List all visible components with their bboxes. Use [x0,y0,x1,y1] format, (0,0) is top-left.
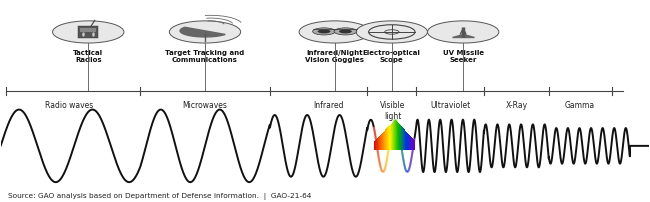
Circle shape [339,30,352,34]
Text: Target Tracking and
Communications: Target Tracking and Communications [165,50,244,63]
Circle shape [356,22,428,44]
Text: Source: GAO analysis based on Department of Defense information.  |  GAO-21-64: Source: GAO analysis based on Department… [8,192,312,199]
Circle shape [428,22,499,44]
Circle shape [53,22,124,44]
Text: Gamma: Gamma [565,101,595,110]
Text: UV Missile
Seeker: UV Missile Seeker [443,50,484,63]
Circle shape [299,22,370,44]
Text: Visible
light: Visible light [380,101,405,120]
Text: Ultraviolet: Ultraviolet [430,101,471,110]
Text: Radio waves: Radio waves [45,101,93,110]
Polygon shape [180,28,225,38]
Polygon shape [463,35,474,38]
Polygon shape [452,35,463,38]
Circle shape [334,29,357,36]
Circle shape [170,22,240,44]
Bar [79,27,98,39]
Circle shape [313,29,335,36]
Circle shape [318,30,330,34]
Bar [81,28,96,33]
Text: Electro-optical
Scope: Electro-optical Scope [363,50,421,63]
Text: X-Ray: X-Ray [506,101,528,110]
Text: Infrared: Infrared [313,101,343,110]
Text: Tactical
Radios: Tactical Radios [73,50,103,63]
Text: Microwaves: Microwaves [183,101,227,110]
Text: Infrared/Night
Vision Goggles: Infrared/Night Vision Goggles [306,50,364,63]
